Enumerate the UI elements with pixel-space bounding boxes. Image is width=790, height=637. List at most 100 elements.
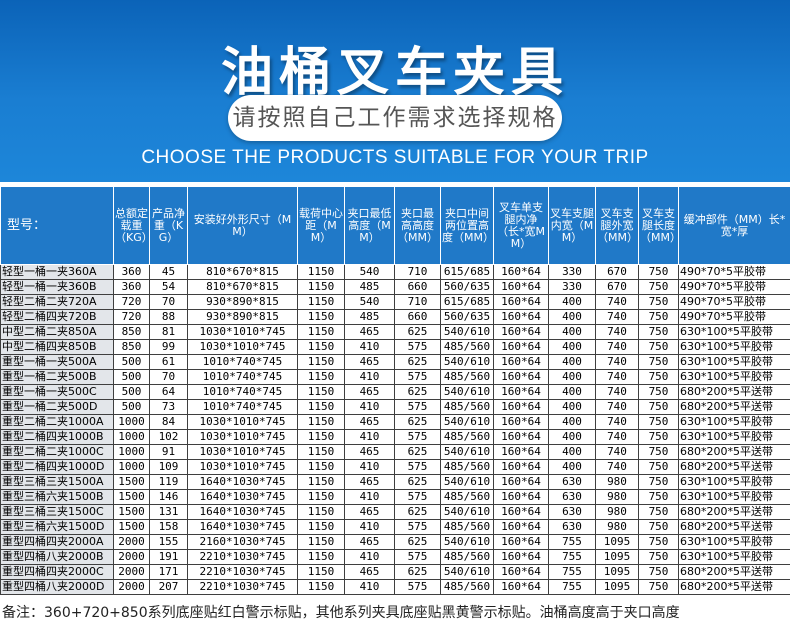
table-cell: 410 <box>344 369 395 385</box>
table-cell: 630*100*5平胶带 <box>678 414 790 430</box>
table-cell: 740 <box>595 294 639 310</box>
table-cell: 160*64 <box>493 519 549 535</box>
table-cell: 1000 <box>113 444 150 460</box>
table-cell: 680*200*5平送带 <box>678 384 790 400</box>
table-cell: 410 <box>344 489 395 505</box>
table-cell: 1010*740*745 <box>187 384 298 400</box>
table-cell: 630 <box>548 519 596 535</box>
table-cell: 330 <box>548 279 596 295</box>
model-cell: 重型三桶六夹1500D <box>0 519 114 535</box>
table-cell: 160*64 <box>493 534 549 550</box>
table-cell: 160*64 <box>493 384 549 400</box>
table-cell: 61 <box>149 354 188 370</box>
table-cell: 1010*740*745 <box>187 399 298 415</box>
table-cell: 410 <box>344 459 395 475</box>
table-cell: 1150 <box>297 294 345 310</box>
table-cell: 930*890*815 <box>187 294 298 310</box>
table-cell: 750 <box>638 429 679 445</box>
table-cell: 490*70*5平胶带 <box>678 279 790 295</box>
table-cell: 740 <box>595 459 639 475</box>
table-header-row: 型号： 总额定载重（KG） 产品净重（KG） 安装好外形尺寸（MM） 载荷中心距（MM）… <box>0 186 790 265</box>
table-cell: 625 <box>394 324 441 340</box>
table-cell: 740 <box>595 444 639 460</box>
table-cell: 160*64 <box>493 429 549 445</box>
table-cell: 160*64 <box>493 414 549 430</box>
table-cell: 540/610 <box>440 414 494 430</box>
table-cell: 1030*1010*745 <box>187 339 298 355</box>
table-cell: 575 <box>394 519 441 535</box>
table-cell: 160*64 <box>493 504 549 520</box>
table-cell: 630*100*5平胶带 <box>678 354 790 370</box>
table-cell: 1150 <box>297 489 345 505</box>
table-row: 重型二桶二夹1000C 1000 91 1030*1010*745 1150 465 625… <box>0 444 790 460</box>
table-cell: 1150 <box>297 504 345 520</box>
table-cell: 400 <box>548 384 596 400</box>
table-cell: 720 <box>113 309 150 325</box>
table-cell: 1150 <box>297 339 345 355</box>
table-cell: 930*890*815 <box>187 309 298 325</box>
table-cell: 750 <box>638 534 679 550</box>
table-cell: 160*64 <box>493 264 549 280</box>
table-cell: 1150 <box>297 264 345 280</box>
table-cell: 625 <box>394 444 441 460</box>
table-cell: 750 <box>638 264 679 280</box>
table-cell: 670 <box>595 264 639 280</box>
table-cell: 670 <box>595 279 639 295</box>
table-row: 轻型二桶四夹720B 720 88 930*890*815 1150 485 660 560/… <box>0 309 790 325</box>
model-cell: 轻型一桶一夹360A <box>0 264 114 280</box>
table-cell: 485/560 <box>440 579 494 595</box>
table-cell: 1150 <box>297 399 345 415</box>
table-cell: 540/610 <box>440 564 494 580</box>
table-cell: 750 <box>638 324 679 340</box>
table-cell: 810*670*815 <box>187 279 298 295</box>
table-cell: 485/560 <box>440 339 494 355</box>
table-cell: 1030*1010*745 <box>187 414 298 430</box>
spec-table: 型号： 总额定载重（KG） 产品净重（KG） 安装好外形尺寸（MM） 载荷中心距（MM）… <box>0 186 790 595</box>
table-cell: 630 <box>548 474 596 490</box>
table-cell: 485/560 <box>440 519 494 535</box>
table-cell: 710 <box>394 294 441 310</box>
table-row: 轻型二桶二夹720A 720 70 930*890*815 1150 540 710 615/… <box>0 294 790 310</box>
table-cell: 160*64 <box>493 489 549 505</box>
footnote: 备注：360+720+850系列底座贴红白警示标贴，其他系列夹具底座贴黑黄警示标… <box>2 605 680 621</box>
table-cell: 630*100*5平胶带 <box>678 324 790 340</box>
table-cell: 191 <box>149 549 188 565</box>
table-cell: 740 <box>595 429 639 445</box>
table-cell: 400 <box>548 309 596 325</box>
model-cell: 轻型一桶一夹360B <box>0 279 114 295</box>
table-cell: 625 <box>394 504 441 520</box>
table-cell: 625 <box>394 354 441 370</box>
table-cell: 1030*1010*745 <box>187 429 298 445</box>
table-cell: 410 <box>344 579 395 595</box>
table-cell: 660 <box>394 279 441 295</box>
table-cell: 485/560 <box>440 489 494 505</box>
table-cell: 465 <box>344 324 395 340</box>
table-cell: 615/685 <box>440 294 494 310</box>
table-cell: 630 <box>548 504 596 520</box>
table-cell: 400 <box>548 429 596 445</box>
table-cell: 1640*1030*745 <box>187 519 298 535</box>
table-cell: 400 <box>548 339 596 355</box>
table-cell: 485 <box>344 279 395 295</box>
column-header: 叉车支腿长度（MM） <box>638 186 679 265</box>
table-cell: 560/635 <box>440 309 494 325</box>
table-cell: 750 <box>638 489 679 505</box>
model-cell: 重型四桶八夹2000B <box>0 549 114 565</box>
table-cell: 410 <box>344 519 395 535</box>
table-cell: 575 <box>394 489 441 505</box>
table-cell: 680*200*5平送带 <box>678 519 790 535</box>
table-row: 重型二桶四夹1000D 1000 109 1030*1010*745 1150 410 57… <box>0 459 790 475</box>
table-cell: 630*100*5平胶带 <box>678 489 790 505</box>
table-cell: 575 <box>394 339 441 355</box>
table-cell: 160*64 <box>493 324 549 340</box>
subtitle-pill: 请按照自己工作需求选择规格 <box>228 95 562 141</box>
table-cell: 755 <box>548 579 596 595</box>
table-cell: 750 <box>638 459 679 475</box>
table-cell: 630*100*5平胶带 <box>678 474 790 490</box>
table-cell: 171 <box>149 564 188 580</box>
table-row: 重型三桶六夹1500D 1500 158 1640*1030*745 1150 410 57… <box>0 519 790 535</box>
table-cell: 490*70*5平胶带 <box>678 264 790 280</box>
table-cell: 625 <box>394 414 441 430</box>
table-cell: 1150 <box>297 324 345 340</box>
table-cell: 740 <box>595 414 639 430</box>
